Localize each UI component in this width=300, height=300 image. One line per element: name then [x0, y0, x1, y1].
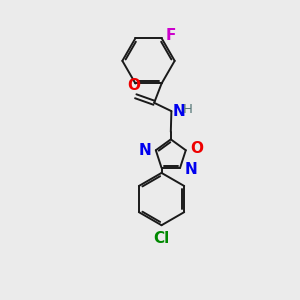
- Text: O: O: [128, 78, 141, 93]
- Text: N: N: [138, 143, 151, 158]
- Text: N: N: [172, 103, 185, 118]
- Text: H: H: [183, 103, 193, 116]
- Text: N: N: [185, 162, 198, 177]
- Text: O: O: [190, 141, 203, 156]
- Text: Cl: Cl: [153, 231, 170, 246]
- Text: F: F: [166, 28, 176, 43]
